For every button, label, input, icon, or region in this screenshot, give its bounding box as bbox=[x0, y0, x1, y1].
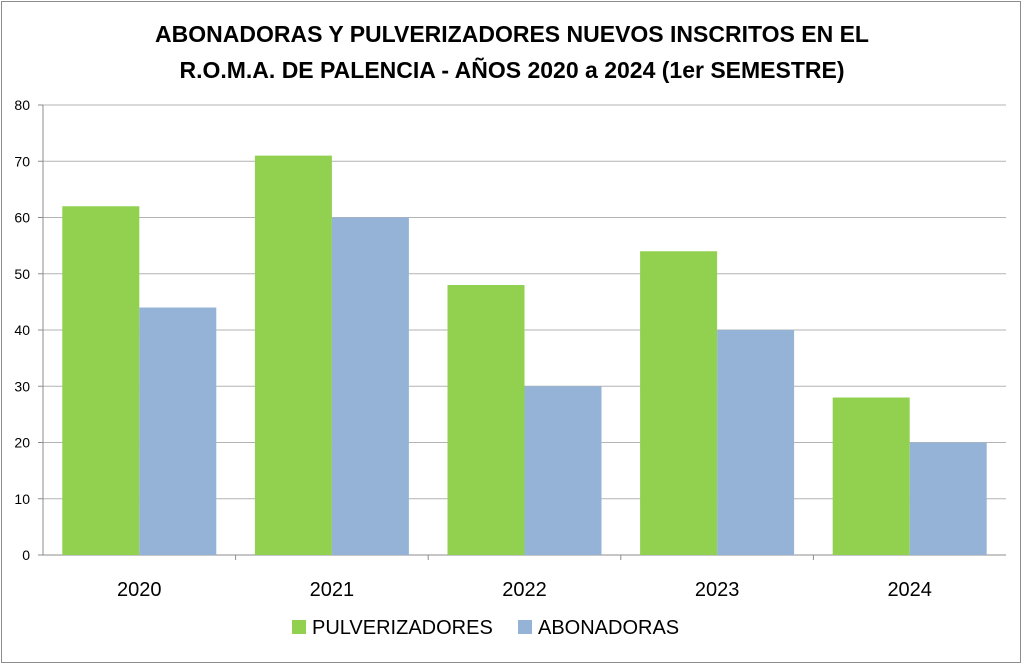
bar-abonadoras-2023[interactable] bbox=[717, 330, 795, 555]
tick-labels: 0 10 20 30 40 50 60 70 80 2020 2021 2022 2023 2024 bbox=[14, 97, 932, 601]
bar-abonadoras-2022[interactable] bbox=[524, 386, 602, 555]
y-tick-label-30: 30 bbox=[14, 378, 30, 394]
bar-pulverizadores-2024[interactable] bbox=[832, 397, 910, 556]
y-tick-label-10: 10 bbox=[14, 491, 30, 507]
chart-title: ABONADORAS Y PULVERIZADORES NUEVOS INSCR… bbox=[2, 16, 1022, 88]
bar-pulverizadores-2021[interactable] bbox=[254, 155, 332, 555]
x-tick-label-2021: 2021 bbox=[310, 579, 355, 601]
y-tick-label-40: 40 bbox=[14, 322, 30, 338]
bar-abonadoras-2020[interactable] bbox=[139, 307, 217, 556]
legend[interactable]: PULVERIZADORES ABONADORAS bbox=[292, 617, 679, 639]
chart-title-line-2: R.O.M.A. DE PALENCIA - AÑOS 2020 a 2024 … bbox=[179, 57, 845, 83]
bar-pulverizadores-2020[interactable] bbox=[62, 206, 140, 555]
bar-abonadoras-2021[interactable] bbox=[331, 217, 409, 556]
x-tick-label-2020: 2020 bbox=[117, 579, 162, 601]
y-tick-label-70: 70 bbox=[14, 153, 30, 169]
bar-pulverizadores-2022[interactable] bbox=[447, 285, 525, 555]
bars bbox=[62, 155, 987, 556]
chart-title-line-1: ABONADORAS Y PULVERIZADORES NUEVOS INSCR… bbox=[155, 21, 869, 47]
y-tick-label-80: 80 bbox=[14, 97, 30, 113]
legend-swatch-pulverizadores bbox=[292, 620, 306, 634]
x-tick-label-2024: 2024 bbox=[887, 579, 932, 601]
bar-pulverizadores-2023[interactable] bbox=[640, 251, 718, 555]
y-tick-label-20: 20 bbox=[14, 435, 30, 451]
x-tick-label-2022: 2022 bbox=[502, 579, 547, 601]
legend-label-abonadoras[interactable]: ABONADORAS bbox=[538, 617, 679, 639]
legend-label-pulverizadores[interactable]: PULVERIZADORES bbox=[312, 617, 493, 639]
y-tick-label-0: 0 bbox=[22, 547, 30, 563]
y-tick-label-50: 50 bbox=[14, 266, 30, 282]
bar-abonadoras-2024[interactable] bbox=[909, 442, 987, 556]
legend-swatch-abonadoras bbox=[518, 620, 532, 634]
x-tick-label-2023: 2023 bbox=[695, 579, 740, 601]
y-tick-label-60: 60 bbox=[14, 210, 30, 226]
